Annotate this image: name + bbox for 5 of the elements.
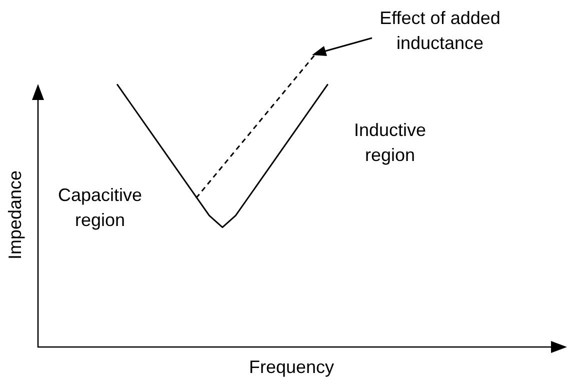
- x-axis-title: Frequency: [248, 356, 334, 377]
- annotation: Inductive region: [352, 119, 428, 167]
- annotation: Capacitive region: [56, 184, 144, 232]
- y-axis-title: Impedance: [4, 170, 25, 260]
- text: Effect of added inductance: [378, 7, 502, 55]
